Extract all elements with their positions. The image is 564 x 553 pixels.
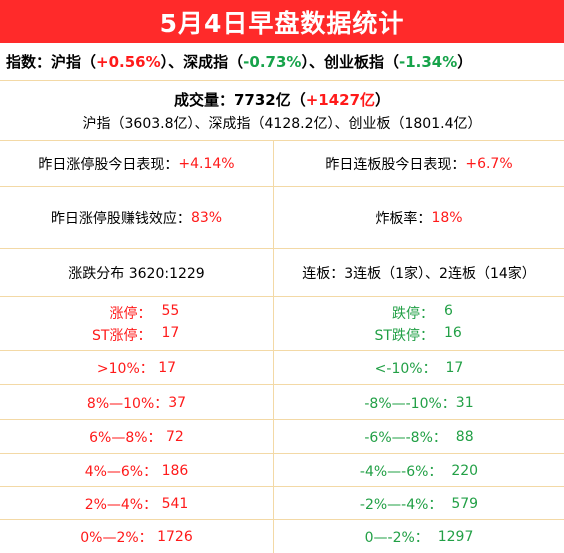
up-bucket: 4%—6%： 186 bbox=[0, 454, 273, 487]
streak-performance-label: 昨日连板股今日表现： bbox=[325, 157, 466, 173]
up-bucket-label: >10%： bbox=[96, 361, 154, 377]
up-bucket: 2%—4%： 541 bbox=[0, 487, 273, 520]
up-bucket-label: 8%—10%： bbox=[86, 395, 169, 412]
down-bucket-value: 88 bbox=[455, 429, 474, 445]
down-bucket-value: 17 bbox=[445, 360, 464, 376]
index-sz-name: 深成指（ bbox=[183, 53, 244, 71]
down-bucket-label: -2%—-4%： bbox=[359, 496, 443, 513]
index-sh-value: +0.56% bbox=[96, 52, 161, 71]
page-title: 5月4日早盘数据统计 bbox=[0, 0, 564, 43]
profit-effect-label: 昨日涨停股赚钱效应： bbox=[50, 211, 191, 227]
index-sh-name: 沪指（ bbox=[51, 53, 97, 71]
limit-down-block: 跌停： 6 ST跌停： 16 bbox=[274, 297, 564, 351]
st-limit-down-value: 16 bbox=[444, 325, 462, 341]
volume-headline: 成交量：7732亿（+1427亿） bbox=[0, 89, 564, 110]
volume-row: 成交量：7732亿（+1427亿） 沪指（3603.8亿）、深成指（4128.2… bbox=[0, 81, 564, 141]
limit-up-value: 55 bbox=[161, 303, 180, 319]
distribution: 涨跌分布 3620:1229 bbox=[68, 266, 205, 282]
down-bucket: -8%—-10%： 31 bbox=[274, 385, 564, 420]
down-bucket-value: 220 bbox=[451, 462, 479, 479]
up-bucket-value: 72 bbox=[166, 429, 184, 445]
down-bucket-label: 0—-2%： bbox=[364, 529, 429, 546]
distribution-row: 涨跌分布 3620:1229 连板：3连板（1家）、2连板（14家） bbox=[0, 249, 564, 297]
limits-row: 涨停： 55 ST涨停： 17 跌停： 6 ST跌停： 16 bbox=[0, 297, 564, 351]
streak-detail: 连板：3连板（1家）、2连板（14家） bbox=[302, 266, 536, 282]
index-cyb-value: -1.34% bbox=[398, 52, 458, 71]
volume-change: +1427亿 bbox=[305, 91, 376, 109]
up-bucket-value: 541 bbox=[161, 495, 189, 512]
down-bucket-label: <-10%： bbox=[374, 361, 437, 377]
down-bucket-label: -6%—-8%： bbox=[364, 430, 447, 446]
performance-row: 昨日涨停股今日表现： +4.14% 昨日连板股今日表现： +6.7% bbox=[0, 141, 564, 187]
up-bucket: 0%—2%： 1726 bbox=[0, 520, 273, 553]
limit-down-value: 6 bbox=[444, 303, 453, 319]
index-cyb-suffix: ） bbox=[457, 53, 473, 71]
profit-row: 昨日涨停股赚钱效应： 83% 炸板率： 18% bbox=[0, 187, 564, 249]
up-bucket-label: 6%—8%： bbox=[89, 430, 162, 446]
down-bucket: -2%—-4%： 579 bbox=[274, 487, 564, 520]
profit-effect-value: 83% bbox=[190, 210, 223, 226]
up-bucket-value: 1726 bbox=[157, 528, 193, 545]
st-limit-up-value: 17 bbox=[161, 325, 180, 341]
break-rate: 炸板率： 18% bbox=[274, 187, 564, 249]
index-row: 指数： 沪指（ +0.56% ）、 深成指（ -0.73% ）、 创业板指（ -… bbox=[0, 43, 564, 81]
up-bucket: 8%—10%： 37 bbox=[0, 385, 273, 420]
index-sh-suffix: ）、 bbox=[160, 53, 184, 71]
up-bucket-value: 37 bbox=[168, 394, 187, 411]
volume-label: 成交量：7732亿（ bbox=[173, 91, 306, 109]
down-bucket-label: -8%—-10%： bbox=[364, 395, 456, 412]
index-cyb-name: 创业板指（ bbox=[323, 53, 399, 71]
down-bucket-value: 1297 bbox=[437, 528, 474, 545]
down-bucket: -6%—-8%： 88 bbox=[274, 420, 564, 454]
volume-detail: 沪指（3603.8亿）、深成指（4128.2亿）、创业板（1801.4亿） bbox=[82, 116, 482, 132]
column-divider bbox=[273, 141, 274, 553]
up-bucket: 6%—8%： 72 bbox=[0, 420, 273, 454]
up-bucket: >10%： 17 bbox=[0, 351, 273, 385]
index-prefix: 指数： bbox=[6, 53, 52, 71]
st-limit-up-label: ST涨停： bbox=[92, 328, 152, 344]
index-sz-suffix: ）、 bbox=[301, 53, 324, 71]
limit-up-performance: 昨日涨停股今日表现： +4.14% bbox=[0, 141, 273, 187]
down-bucket-value: 31 bbox=[455, 394, 474, 411]
bucket-row: 4%—6%： 186 -4%—-6%： 220 bbox=[0, 454, 564, 487]
limit-up-performance-label: 昨日涨停股今日表现： bbox=[38, 157, 179, 173]
break-rate-label: 炸板率： bbox=[375, 211, 432, 227]
bucket-row: 6%—8%： 72 -6%—-8%： 88 bbox=[0, 420, 564, 454]
bucket-row: 8%—10%： 37 -8%—-10%： 31 bbox=[0, 385, 564, 420]
down-bucket: -4%—-6%： 220 bbox=[274, 454, 564, 487]
limit-up-block: 涨停： 55 ST涨停： 17 bbox=[0, 297, 273, 351]
up-bucket-label: 4%—6%： bbox=[84, 463, 158, 480]
up-bucket-label: 0%—2%： bbox=[80, 529, 153, 546]
down-bucket-label: -4%—-6%： bbox=[359, 463, 443, 480]
up-bucket-label: 2%—4%： bbox=[84, 496, 158, 513]
bucket-row: 2%—4%： 541 -2%—-4%： 579 bbox=[0, 487, 564, 520]
streak-performance: 昨日连板股今日表现： +6.7% bbox=[274, 141, 564, 187]
st-limit-down-label: ST跌停： bbox=[374, 328, 434, 344]
down-bucket: <-10%： 17 bbox=[274, 351, 564, 385]
limit-up-label: 涨停： bbox=[109, 306, 152, 322]
profit-effect: 昨日涨停股赚钱效应： 83% bbox=[0, 187, 273, 249]
volume-close: ） bbox=[375, 91, 391, 109]
limit-down-label: 跌停： bbox=[392, 306, 434, 322]
limit-up-performance-value: +4.14% bbox=[178, 156, 235, 172]
bucket-row: >10%： 17 <-10%： 17 bbox=[0, 351, 564, 385]
down-bucket: 0—-2%： 1297 bbox=[274, 520, 564, 553]
up-bucket-value: 186 bbox=[161, 462, 189, 479]
down-bucket-value: 579 bbox=[451, 495, 479, 512]
break-rate-value: 18% bbox=[431, 210, 463, 226]
bucket-row: 0%—2%： 1726 0—-2%： 1297 bbox=[0, 520, 564, 553]
streak-performance-value: +6.7% bbox=[465, 156, 513, 172]
index-sz-value: -0.73% bbox=[243, 52, 302, 71]
up-bucket-value: 17 bbox=[158, 360, 177, 376]
